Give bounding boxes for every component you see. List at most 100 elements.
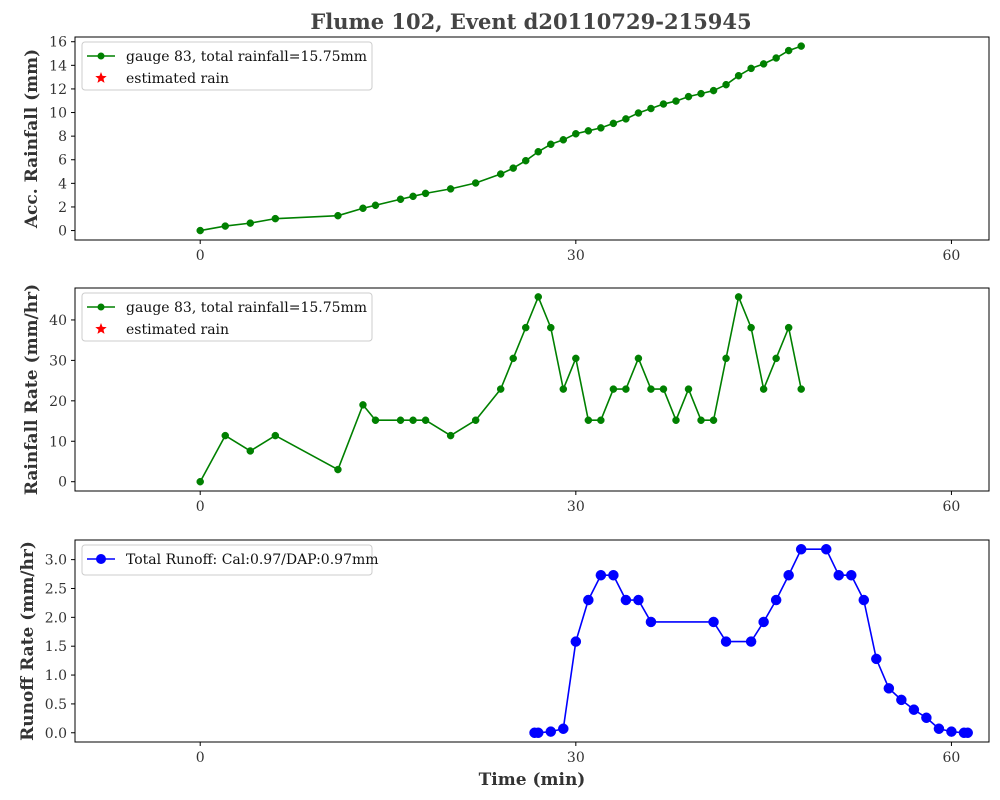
y-tick-label: 2.5 bbox=[45, 581, 67, 597]
data-point bbox=[595, 569, 607, 581]
y-tick-label: 2.0 bbox=[45, 610, 67, 626]
data-point bbox=[684, 385, 693, 393]
data-point bbox=[797, 385, 805, 393]
y-tick-label: 8 bbox=[58, 129, 67, 145]
y-tick-label: 40 bbox=[49, 313, 67, 329]
data-point bbox=[745, 636, 757, 647]
data-point bbox=[697, 416, 705, 424]
data-point bbox=[908, 704, 920, 715]
data-point bbox=[547, 140, 555, 149]
y-tick-label: 16 bbox=[49, 35, 67, 51]
data-point bbox=[570, 636, 582, 647]
data-point bbox=[921, 712, 932, 724]
y-tick-label: 2 bbox=[58, 200, 67, 216]
data-point bbox=[196, 226, 204, 235]
x-tick-label: 60 bbox=[943, 750, 961, 766]
data-point bbox=[858, 594, 870, 606]
y-tick-label: 6 bbox=[58, 153, 67, 169]
y-tick-label: 10 bbox=[49, 106, 67, 122]
data-point bbox=[396, 195, 405, 204]
chart-panel-1: 0 30 60 0 2 4 6 8 10 12 14 16 Acc. Rainfall (mm) gaug… bbox=[22, 35, 990, 264]
data-point bbox=[471, 416, 480, 424]
data-point bbox=[747, 64, 755, 73]
data-point bbox=[396, 416, 405, 424]
data-point bbox=[633, 594, 644, 606]
data-point bbox=[421, 189, 430, 198]
legend-label: gauge 83, total rainfall=15.75mm bbox=[126, 300, 367, 316]
data-point bbox=[659, 100, 668, 108]
x-tick-label: 0 bbox=[196, 248, 205, 264]
data-point bbox=[634, 109, 643, 117]
data-point bbox=[471, 179, 480, 187]
data-point bbox=[645, 616, 657, 628]
legend-label: gauge 83, total rainfall=15.75mm bbox=[126, 49, 367, 65]
axes-frame bbox=[74, 287, 990, 492]
legend-box bbox=[81, 544, 373, 576]
y-tick-label: 20 bbox=[49, 394, 67, 410]
data-point bbox=[359, 401, 367, 409]
data-point bbox=[734, 293, 743, 301]
data-point bbox=[747, 323, 755, 332]
data-point bbox=[784, 323, 793, 332]
data-point bbox=[509, 164, 517, 172]
x-tick-label: 30 bbox=[567, 248, 585, 264]
data-point bbox=[572, 130, 580, 138]
y-tick-label: 10 bbox=[49, 434, 67, 450]
y-tick-label: 4 bbox=[58, 176, 67, 192]
data-point bbox=[647, 385, 655, 393]
data-point bbox=[371, 201, 380, 210]
data-point bbox=[784, 46, 793, 55]
data-point bbox=[521, 323, 530, 332]
data-point bbox=[246, 447, 255, 455]
data-point bbox=[597, 124, 605, 132]
data-point bbox=[583, 594, 594, 606]
data-point bbox=[684, 92, 693, 101]
data-point bbox=[521, 156, 530, 165]
legend-star-marker bbox=[95, 72, 107, 83]
x-tick-label: 30 bbox=[567, 499, 585, 515]
y-tick-label: 0.5 bbox=[45, 697, 67, 713]
data-point bbox=[770, 594, 782, 606]
data-point bbox=[609, 385, 618, 393]
data-point bbox=[547, 323, 555, 332]
data-point bbox=[846, 569, 857, 581]
y-tick-label: 12 bbox=[49, 82, 67, 98]
data-point bbox=[509, 354, 517, 363]
legend: gauge 83, total rainfall=15.75mm estimate… bbox=[81, 41, 373, 91]
data-point bbox=[820, 543, 832, 555]
data-point bbox=[446, 185, 455, 193]
panels: 0 30 60 0 2 4 6 8 10 12 14 16 Acc. Rainfall (mm) gaug… bbox=[18, 35, 990, 790]
y-tick-label: 0 bbox=[58, 475, 67, 491]
y-axis-label: Runoff Rate (mm/hr) bbox=[18, 541, 38, 741]
data-point bbox=[946, 726, 957, 737]
data-point bbox=[709, 416, 718, 424]
data-point bbox=[697, 89, 705, 98]
data-point bbox=[559, 385, 568, 393]
data-point bbox=[709, 86, 718, 95]
axes-frame bbox=[74, 36, 990, 241]
data-point bbox=[409, 192, 417, 201]
data-point bbox=[496, 385, 505, 393]
data-point bbox=[609, 119, 618, 128]
data-point bbox=[533, 727, 544, 739]
y-tick-label: 3.0 bbox=[45, 553, 67, 569]
x-tick-label: 60 bbox=[943, 499, 961, 515]
data-point bbox=[545, 726, 557, 737]
data-point bbox=[196, 477, 204, 486]
data-point bbox=[672, 97, 680, 105]
legend-label: estimated rain bbox=[126, 322, 229, 338]
legend-marker bbox=[97, 303, 105, 311]
x-tick-label: 30 bbox=[567, 750, 585, 766]
data-point bbox=[559, 136, 568, 144]
data-point bbox=[672, 416, 680, 424]
y-tick-label: 0 bbox=[58, 224, 67, 240]
y-tick-label: 0.0 bbox=[45, 726, 67, 742]
data-point bbox=[622, 115, 630, 123]
data-point bbox=[896, 694, 907, 706]
chart-panel-2: 0 30 60 0 10 20 30 40 Rainfall Rate (mm/hr) gauge… bbox=[22, 284, 990, 515]
data-point bbox=[933, 723, 945, 734]
y-tick-label: 14 bbox=[49, 58, 67, 74]
data-point bbox=[883, 683, 895, 694]
data-point bbox=[584, 127, 593, 135]
